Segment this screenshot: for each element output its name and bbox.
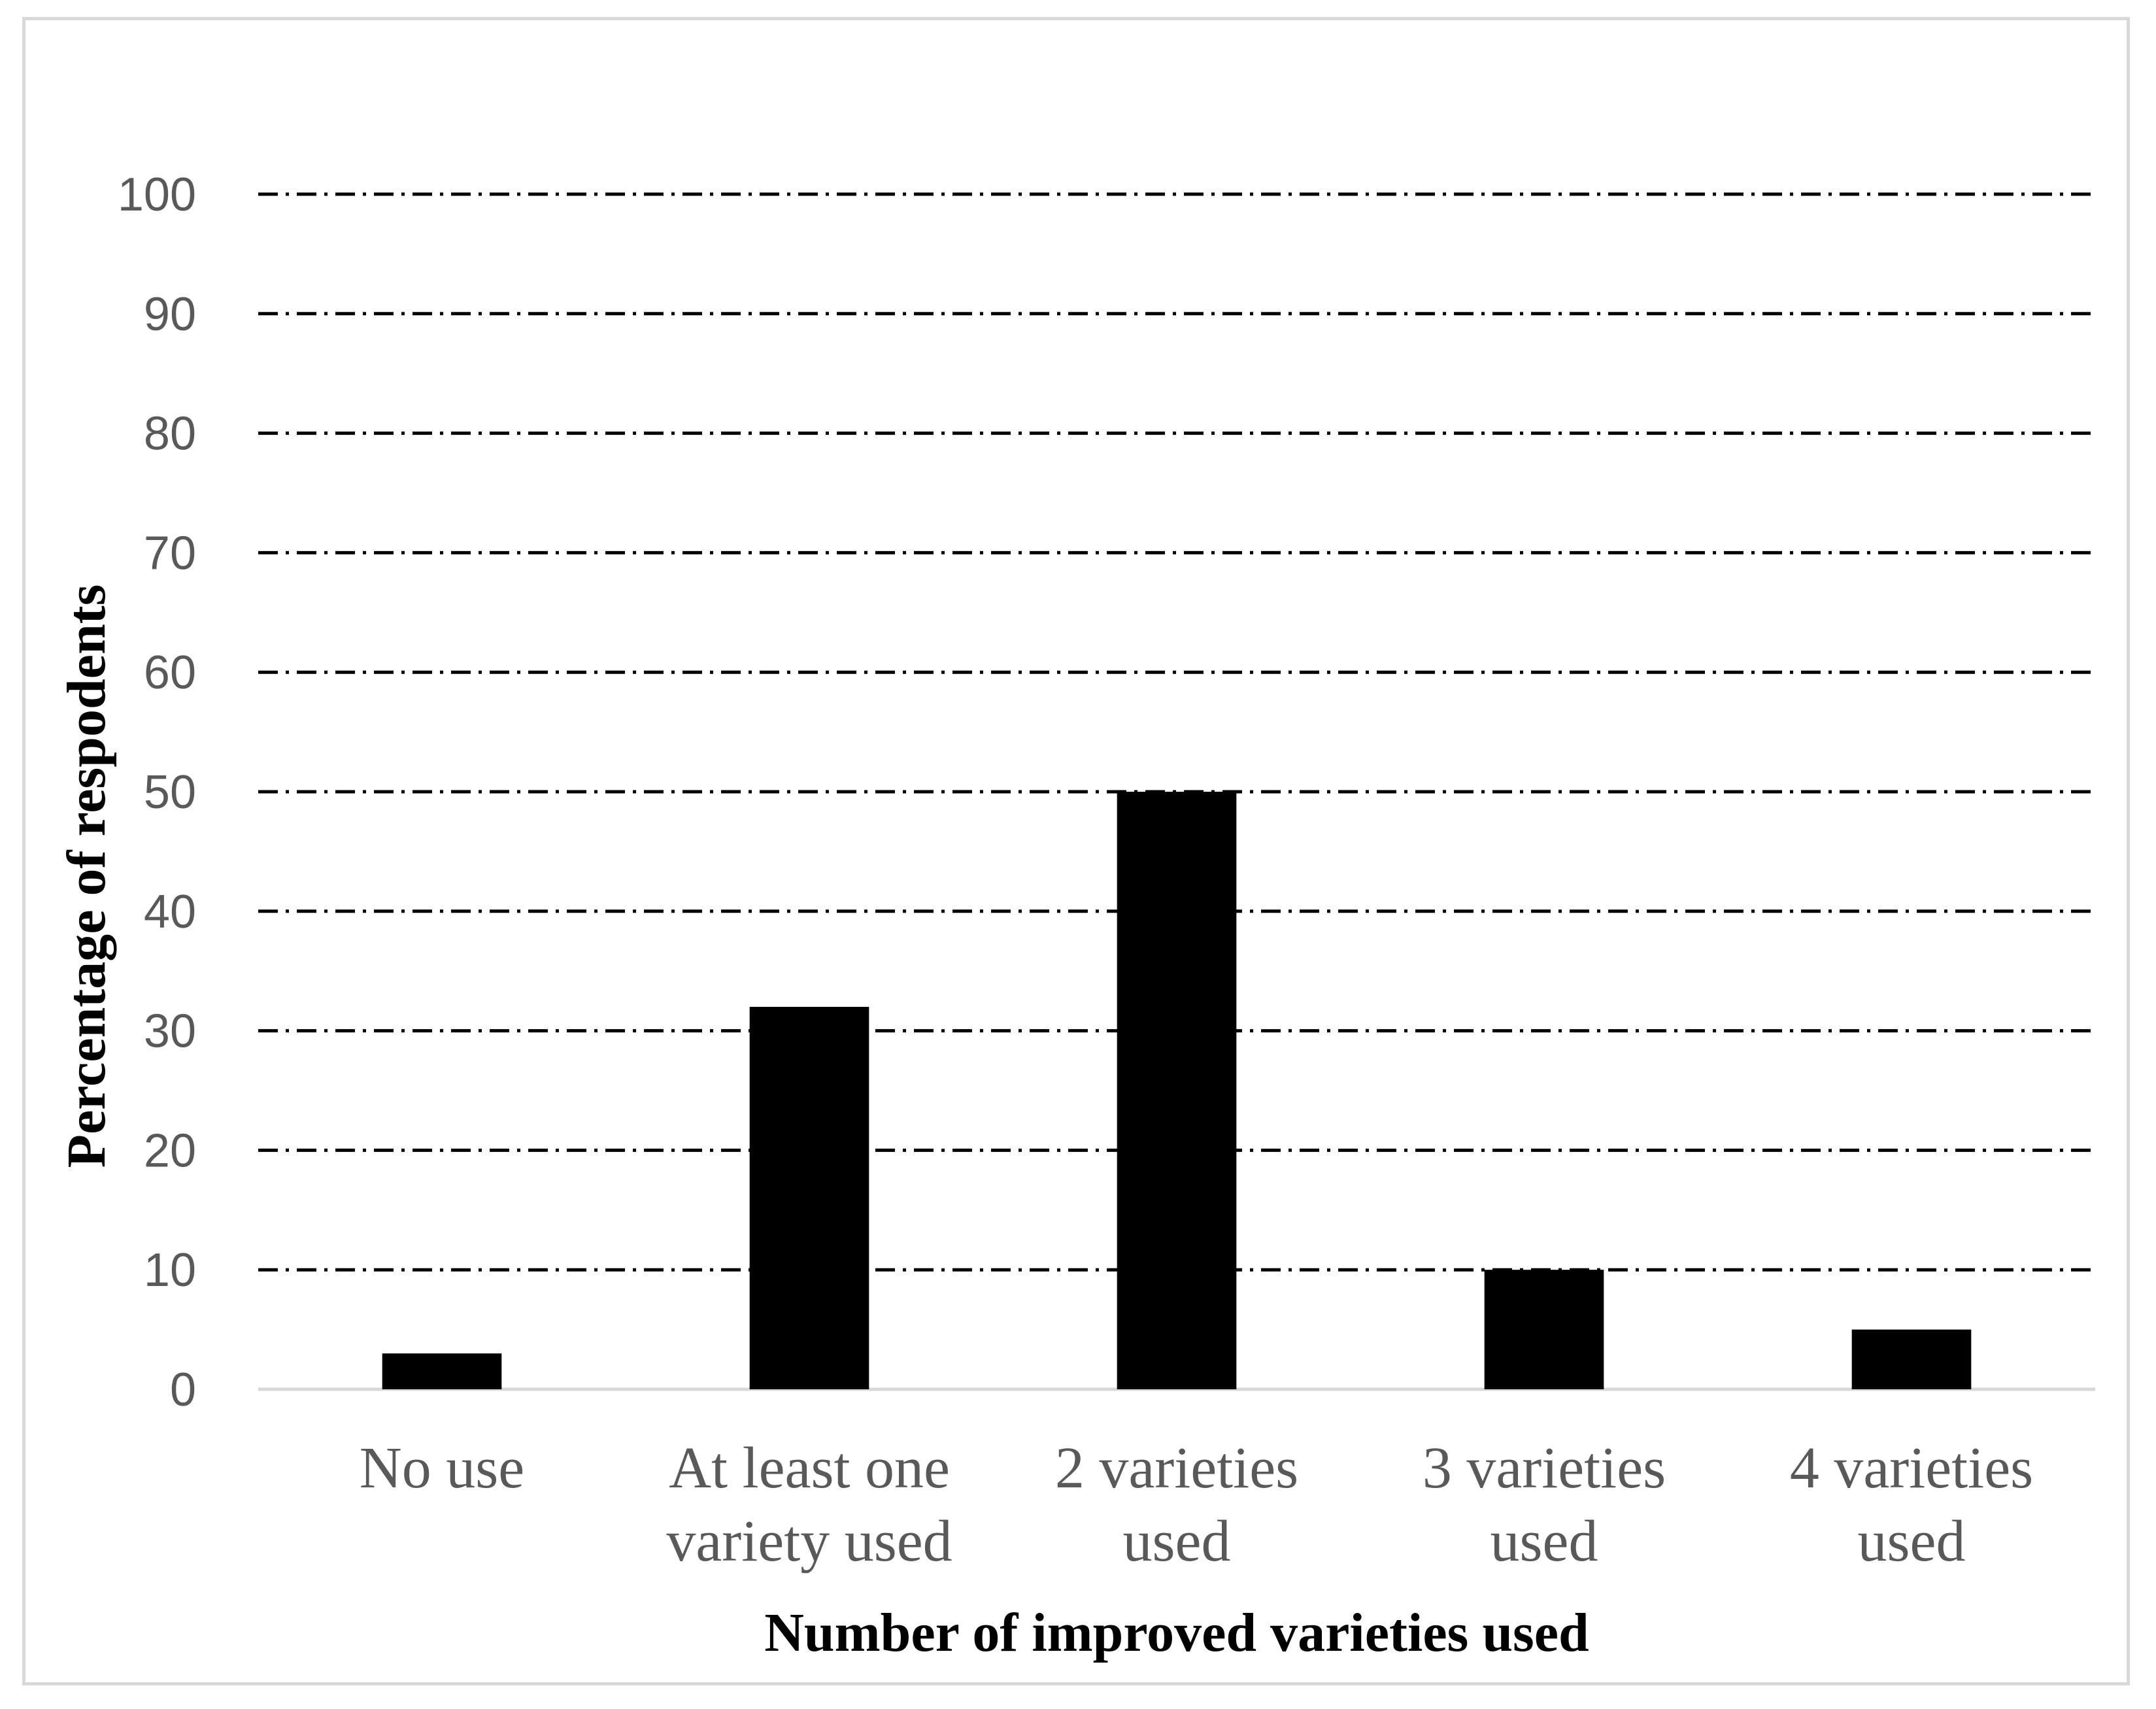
y-tick-label: 30: [144, 1006, 196, 1058]
bars: [382, 792, 1972, 1389]
x-tick-label-line: 3 varieties: [1423, 1436, 1666, 1500]
y-axis-title: Percentage of respodents: [56, 584, 117, 1168]
y-tick-label: 50: [144, 766, 196, 819]
x-tick-label-line: used: [1858, 1509, 1966, 1574]
y-tick-label: 20: [144, 1125, 196, 1177]
bar-5: [1851, 1329, 1972, 1389]
y-tick-label: 60: [144, 647, 196, 699]
bar-2: [749, 1007, 869, 1389]
bar-4: [1484, 1270, 1604, 1389]
y-tick-label: 90: [144, 288, 196, 341]
x-tick-label-4: 3 varieties used: [1423, 1436, 1666, 1574]
x-tick-label-1: No use: [360, 1436, 524, 1500]
bar-3: [1117, 792, 1237, 1389]
y-tick-label: 0: [170, 1364, 196, 1416]
x-tick-label-line: used: [1491, 1509, 1598, 1574]
x-tick-label-5: 4 varieties used: [1790, 1436, 2033, 1574]
y-axis-ticks: 0 10 20 30 40 50 60 70 80 90 100: [118, 169, 196, 1416]
x-tick-label-line: 4 varieties: [1790, 1436, 2033, 1500]
chart-frame: [22, 17, 2130, 1685]
y-tick-label: 40: [144, 886, 196, 938]
bar-1: [382, 1353, 502, 1389]
x-tick-label-3: 2 varieties used: [1055, 1436, 1298, 1574]
x-tick-label-line: 2 varieties: [1055, 1436, 1298, 1500]
x-tick-label-line: At least one: [669, 1436, 950, 1500]
y-tick-label: 100: [118, 169, 196, 221]
y-tick-label: 70: [144, 527, 196, 579]
y-tick-label: 80: [144, 408, 196, 460]
x-tick-label-2: At least one variety used: [666, 1436, 952, 1574]
x-axis-title: Number of improved varieties used: [764, 1602, 1589, 1663]
x-tick-label-line: used: [1123, 1509, 1231, 1574]
x-tick-label-line: variety used: [666, 1509, 952, 1574]
y-tick-label: 10: [144, 1244, 196, 1296]
x-axis-ticks: No use At least one variety used 2 varietie…: [360, 1436, 2033, 1574]
x-tick-label-line: No use: [360, 1436, 524, 1500]
